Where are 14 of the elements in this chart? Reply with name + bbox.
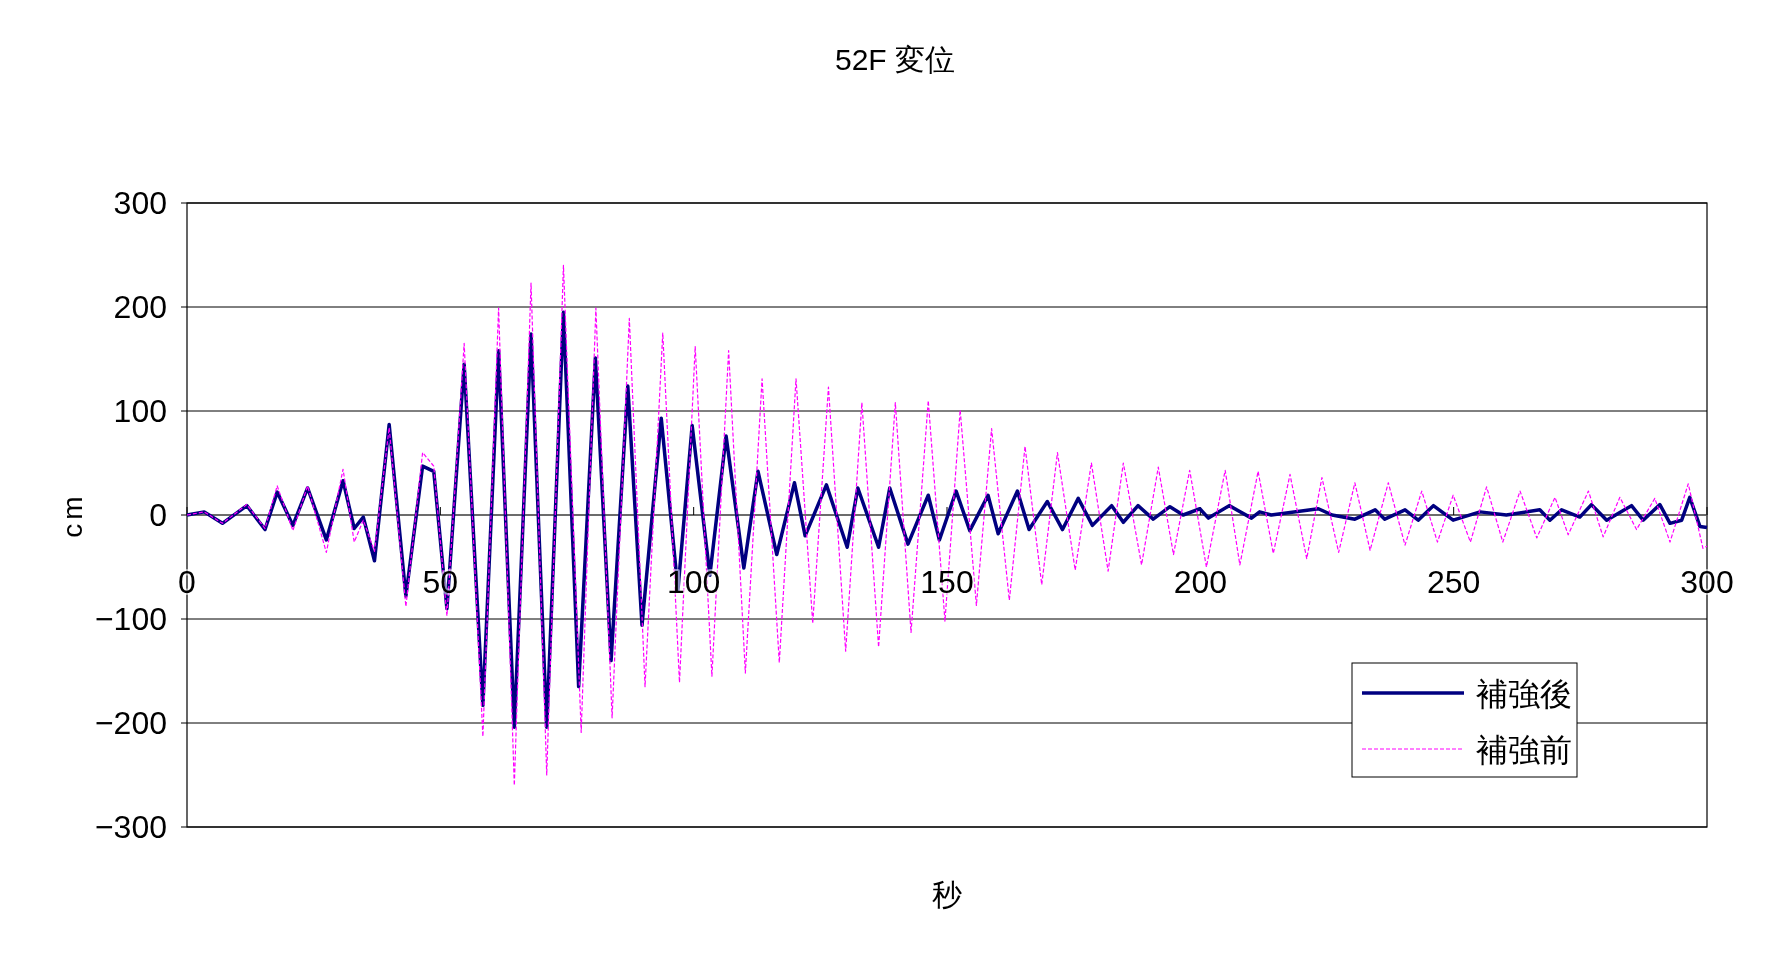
y-tick-label: 200 — [113, 289, 167, 325]
y-tick-label: 300 — [113, 185, 167, 221]
y-tick-label: 100 — [113, 393, 167, 429]
y-axis-title: cm — [57, 492, 88, 538]
y-tick-label: −300 — [94, 809, 167, 845]
chart-title: 52F 変位 — [834, 43, 956, 76]
legend-label: 補強後 — [1476, 676, 1572, 712]
y-tick-label: 0 — [149, 497, 167, 533]
y-tick-label: −100 — [94, 601, 167, 637]
x-tick-label: 250 — [1426, 564, 1481, 600]
legend-label: 補強前 — [1476, 732, 1572, 768]
y-tick-label: −200 — [94, 705, 167, 741]
x-axis-title: 秒 — [932, 878, 962, 911]
x-tick-label: 200 — [1173, 564, 1228, 600]
